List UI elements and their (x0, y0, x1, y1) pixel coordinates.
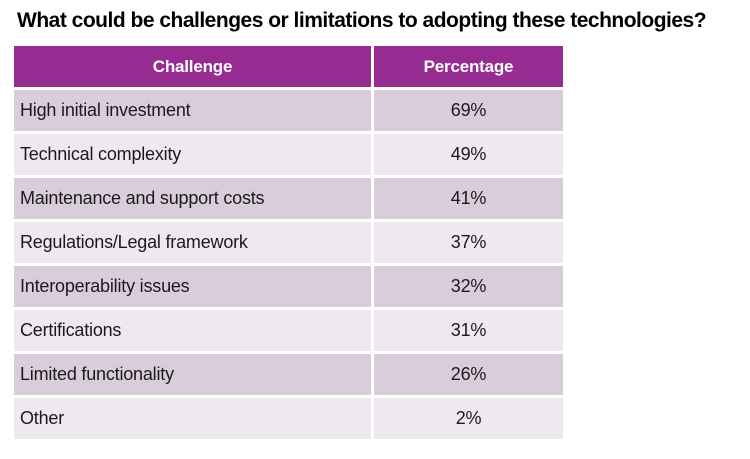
table-cell-percentage: 49% (374, 134, 563, 175)
table-cell-percentage: 26% (374, 354, 563, 395)
table-cell-challenge: High initial investment (14, 90, 371, 131)
table-cell-challenge: Interoperability issues (14, 266, 371, 307)
column-header-percentage: Percentage (374, 46, 563, 87)
table-cell-challenge: Technical complexity (14, 134, 371, 175)
challenges-table: Challenge Percentage High initial invest… (14, 46, 563, 439)
table-cell-percentage: 37% (374, 222, 563, 263)
table-cell-challenge: Maintenance and support costs (14, 178, 371, 219)
table-cell-challenge: Regulations/Legal framework (14, 222, 371, 263)
table-cell-challenge: Limited functionality (14, 354, 371, 395)
table-cell-challenge: Certifications (14, 310, 371, 351)
table-cell-challenge: Other (14, 398, 371, 439)
table-cell-percentage: 31% (374, 310, 563, 351)
column-header-challenge: Challenge (14, 46, 371, 87)
table-cell-percentage: 41% (374, 178, 563, 219)
table-cell-percentage: 69% (374, 90, 563, 131)
table-cell-percentage: 2% (374, 398, 563, 439)
page-title: What could be challenges or limitations … (17, 9, 707, 32)
table-cell-percentage: 32% (374, 266, 563, 307)
